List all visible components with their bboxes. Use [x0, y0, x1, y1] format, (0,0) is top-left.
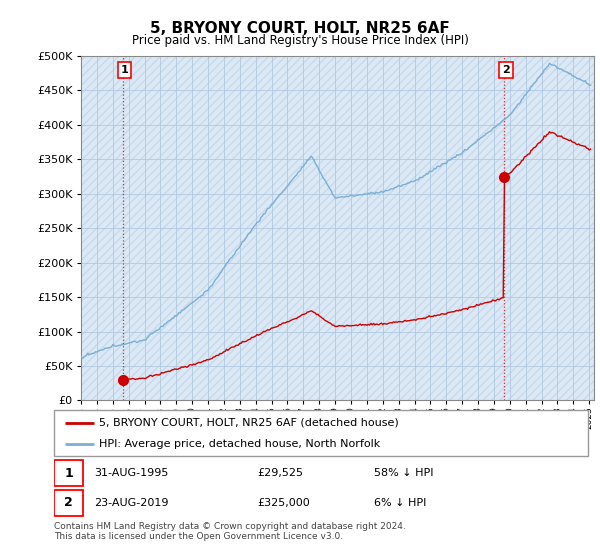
- Text: £29,525: £29,525: [257, 468, 303, 478]
- Text: 1: 1: [64, 467, 73, 480]
- Text: 2: 2: [64, 496, 73, 509]
- Text: 2: 2: [502, 65, 510, 75]
- Text: HPI: Average price, detached house, North Norfolk: HPI: Average price, detached house, Nort…: [100, 439, 380, 449]
- Text: 5, BRYONY COURT, HOLT, NR25 6AF: 5, BRYONY COURT, HOLT, NR25 6AF: [150, 21, 450, 36]
- Bar: [54, 490, 83, 516]
- Text: £325,000: £325,000: [257, 498, 310, 508]
- Text: 31-AUG-1995: 31-AUG-1995: [94, 468, 169, 478]
- Text: Contains HM Land Registry data © Crown copyright and database right 2024.
This d: Contains HM Land Registry data © Crown c…: [54, 522, 406, 542]
- Bar: [54, 460, 83, 486]
- Text: Price paid vs. HM Land Registry's House Price Index (HPI): Price paid vs. HM Land Registry's House …: [131, 34, 469, 46]
- Text: 58% ↓ HPI: 58% ↓ HPI: [374, 468, 434, 478]
- Text: 6% ↓ HPI: 6% ↓ HPI: [374, 498, 427, 508]
- Text: 23-AUG-2019: 23-AUG-2019: [94, 498, 169, 508]
- Text: 1: 1: [121, 65, 128, 75]
- Text: 5, BRYONY COURT, HOLT, NR25 6AF (detached house): 5, BRYONY COURT, HOLT, NR25 6AF (detache…: [100, 418, 399, 428]
